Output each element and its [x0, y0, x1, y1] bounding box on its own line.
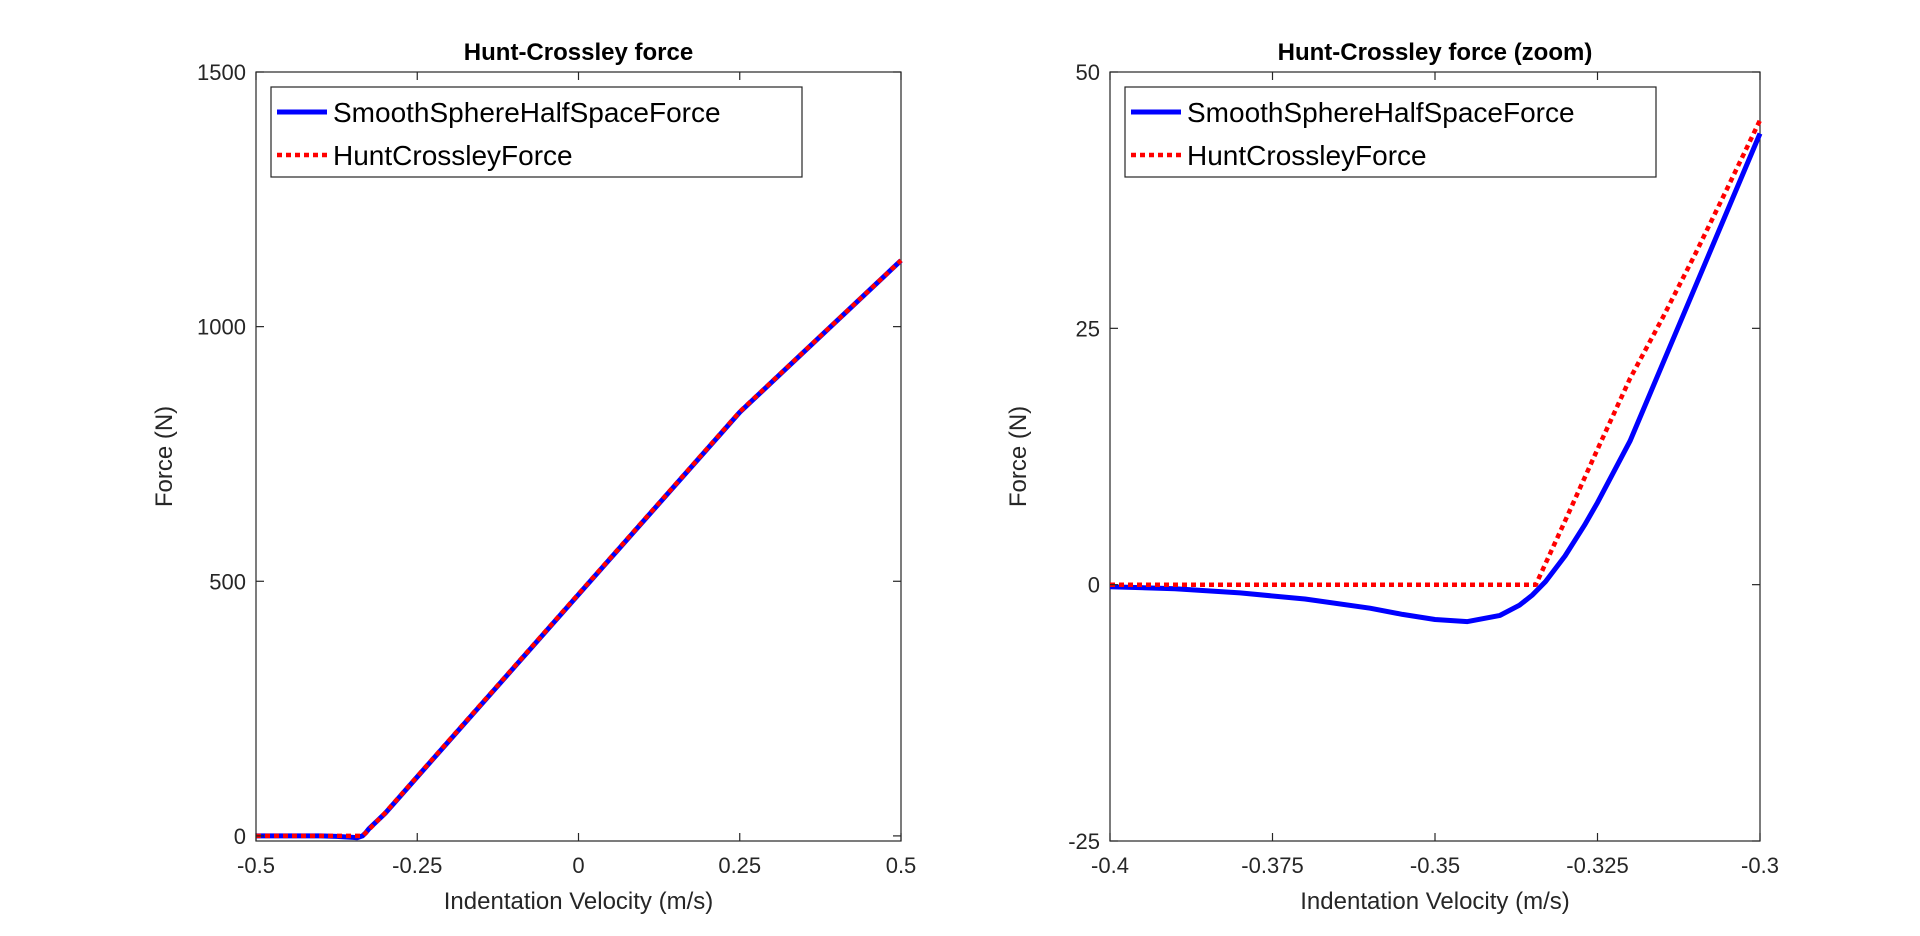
right-series-line-hunt-crossley [1110, 119, 1763, 587]
right-y-axis-label: Force (N) [1005, 406, 1032, 507]
left-x-tick-label: -0.25 [392, 853, 442, 878]
right-x-tick-label: -0.3 [1741, 853, 1779, 878]
left-y-tick-label: 0 [234, 824, 246, 849]
left-legend-label: SmoothSphereHalfSpaceForce [333, 97, 721, 128]
left-legend-label: HuntCrossleyForce [333, 140, 573, 171]
left-legend [270, 86, 803, 178]
right-x-tick-label: -0.35 [1410, 853, 1460, 878]
plot-right: -0.4 -0.375 -0.35 -0.325 -0.3 -25 0 25 50 Hunt-Cr… [1005, 39, 1779, 915]
left-series-line-hunt-crossley [256, 258, 903, 839]
right-chart-title: Hunt-Crossley force (zoom) [1278, 39, 1593, 66]
left-plot-area [255, 71, 902, 842]
left-y-tick-label: 1000 [197, 315, 246, 340]
left-chart-title: Hunt-Crossley force [464, 39, 693, 66]
right-series-line-smooth [1109, 132, 1763, 625]
left-y-tick-label: 500 [209, 569, 246, 594]
right-plot-area [1109, 71, 1761, 842]
right-x-tick-label: -0.325 [1566, 853, 1628, 878]
right-y-tick-label: 25 [1076, 316, 1100, 341]
left-x-tick-label: 0.25 [718, 853, 761, 878]
left-x-tick-label: 0.5 [886, 853, 917, 878]
plot-left: -0.5 -0.25 0 0.25 0.5 0 500 1000 1500 Hunt-Crossl… [151, 39, 916, 915]
left-y-tick-label: 1500 [197, 60, 246, 85]
right-x-tick-label: -0.4 [1091, 853, 1129, 878]
left-x-tick-label: 0 [572, 853, 584, 878]
left-y-axis-label: Force (N) [151, 406, 178, 507]
right-y-tick-label: 0 [1088, 573, 1100, 598]
left-x-tick-label: -0.5 [237, 853, 275, 878]
right-y-tick-label: -25 [1068, 829, 1100, 854]
left-x-axis-label: Indentation Velocity (m/s) [444, 888, 713, 915]
right-x-axis-label: Indentation Velocity (m/s) [1300, 888, 1569, 915]
right-x-tick-label: -0.375 [1241, 853, 1303, 878]
right-legend-label: HuntCrossleyForce [1187, 140, 1427, 171]
right-legend [1124, 86, 1657, 178]
right-y-tick-label: 50 [1076, 60, 1100, 85]
right-legend-label: SmoothSphereHalfSpaceForce [1187, 97, 1575, 128]
